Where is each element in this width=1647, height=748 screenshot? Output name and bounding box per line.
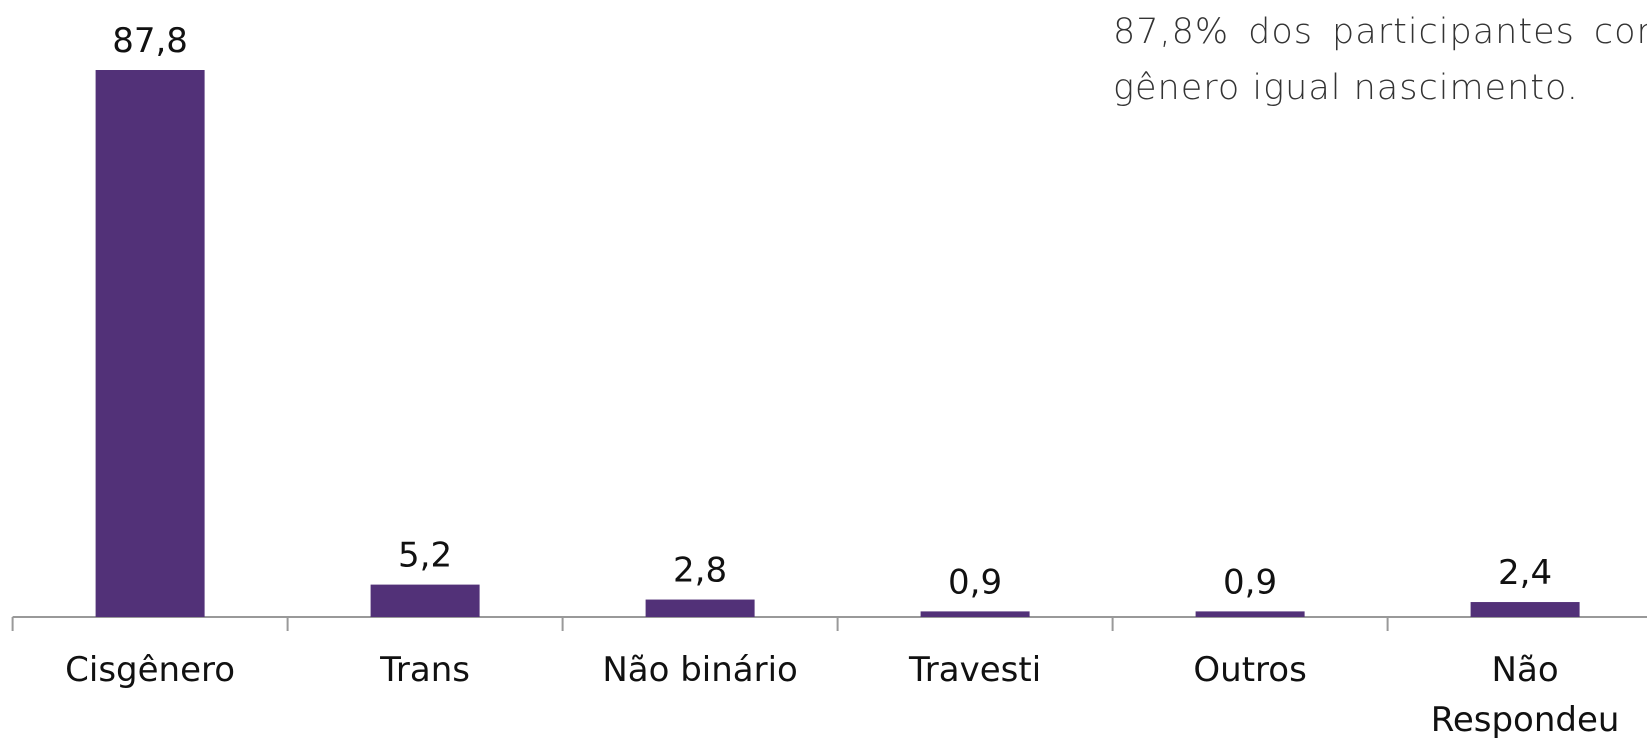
data-label: 2,8 [673, 551, 727, 591]
x-tick-label: Não Respondeu [1431, 650, 1620, 740]
data-label: 87,8 [112, 21, 188, 61]
bar [1470, 602, 1580, 617]
bar [370, 584, 480, 617]
bar [95, 70, 205, 618]
x-tick-label: Outros [1193, 650, 1306, 690]
bar [645, 599, 755, 617]
data-label: 0,9 [1223, 562, 1277, 602]
bar [920, 611, 1030, 617]
x-tick-label: Não binário [602, 650, 798, 690]
x-tick-label: Trans [379, 650, 470, 690]
data-label: 0,9 [948, 562, 1002, 602]
x-tick-label: Cisgênero [65, 650, 235, 690]
bar [1195, 611, 1305, 617]
x-tick-label: Travesti [908, 650, 1041, 690]
data-label: 2,4 [1498, 553, 1552, 593]
annotation: 87,8% dos participantes com o gênero igu… [1113, 12, 1647, 108]
data-label: 5,2 [398, 536, 452, 576]
